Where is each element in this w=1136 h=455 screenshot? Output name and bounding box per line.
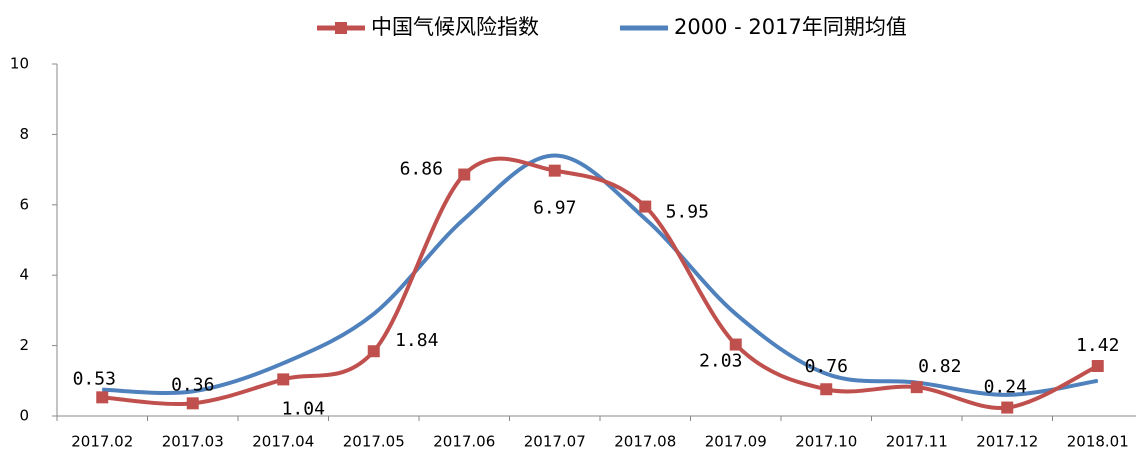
marker: [367, 345, 380, 358]
x-tick-label: 2017.08: [614, 433, 676, 451]
x-tick-label: 2017.05: [343, 433, 405, 451]
x-tick-label: 2017.03: [162, 433, 224, 451]
data-label: 0.76: [805, 356, 848, 377]
legend-item: 中国气候风险指数: [317, 15, 539, 39]
y-tick-label: 6: [19, 195, 29, 213]
marker: [820, 383, 833, 396]
x-tick-label: 2017.10: [795, 433, 857, 451]
point: [192, 390, 194, 392]
y-tick-label: 8: [19, 125, 29, 143]
point: [644, 218, 646, 220]
x-tick-label: 2017.02: [71, 433, 133, 451]
x-tick-label: 2017.04: [252, 433, 314, 451]
legend-marker: [335, 22, 347, 34]
x-tick-label: 2017.09: [705, 433, 767, 451]
point: [825, 373, 827, 375]
y-tick-label: 2: [19, 336, 29, 354]
point: [916, 382, 918, 384]
point: [282, 362, 284, 364]
point: [463, 218, 465, 220]
x-tick-label: 2017.12: [976, 433, 1038, 451]
point: [1097, 380, 1099, 382]
y-tick-label: 10: [10, 55, 29, 73]
x-tick-label: 2017.06: [433, 433, 495, 451]
point: [373, 313, 375, 315]
legend-item: 2000 - 2017年同期均值: [620, 15, 907, 39]
marker: [277, 373, 290, 386]
marker: [729, 338, 742, 351]
marker: [96, 391, 109, 404]
data-label: 0.53: [73, 368, 116, 389]
x-tick-label: 2018.01: [1067, 433, 1129, 451]
x-tick-label: 2017.11: [886, 433, 948, 451]
data-label: 1.84: [395, 330, 438, 351]
data-label: 0.82: [918, 356, 961, 377]
data-label: 5.95: [666, 202, 709, 223]
marker: [548, 164, 561, 177]
x-tick-label: 2017.07: [524, 433, 586, 451]
data-label: 2.03: [699, 351, 742, 372]
legend-label: 2000 - 2017年同期均值: [674, 15, 907, 39]
marker: [1001, 401, 1014, 414]
data-label: 0.36: [171, 374, 214, 395]
marker: [458, 168, 471, 181]
point: [735, 313, 737, 315]
y-tick-label: 4: [19, 266, 29, 284]
point: [1006, 394, 1008, 396]
data-label: 1.04: [282, 398, 325, 419]
y-tick-label: 0: [19, 407, 29, 425]
marker: [1091, 360, 1104, 373]
data-label: 6.86: [400, 159, 443, 180]
marker: [639, 200, 652, 213]
marker: [186, 397, 199, 410]
data-label: 0.24: [984, 377, 1027, 398]
point: [101, 389, 103, 391]
data-label: 1.42: [1076, 335, 1119, 356]
legend-label: 中国气候风险指数: [371, 15, 539, 39]
marker: [910, 381, 923, 394]
point: [554, 155, 556, 157]
data-label: 6.97: [533, 198, 576, 219]
